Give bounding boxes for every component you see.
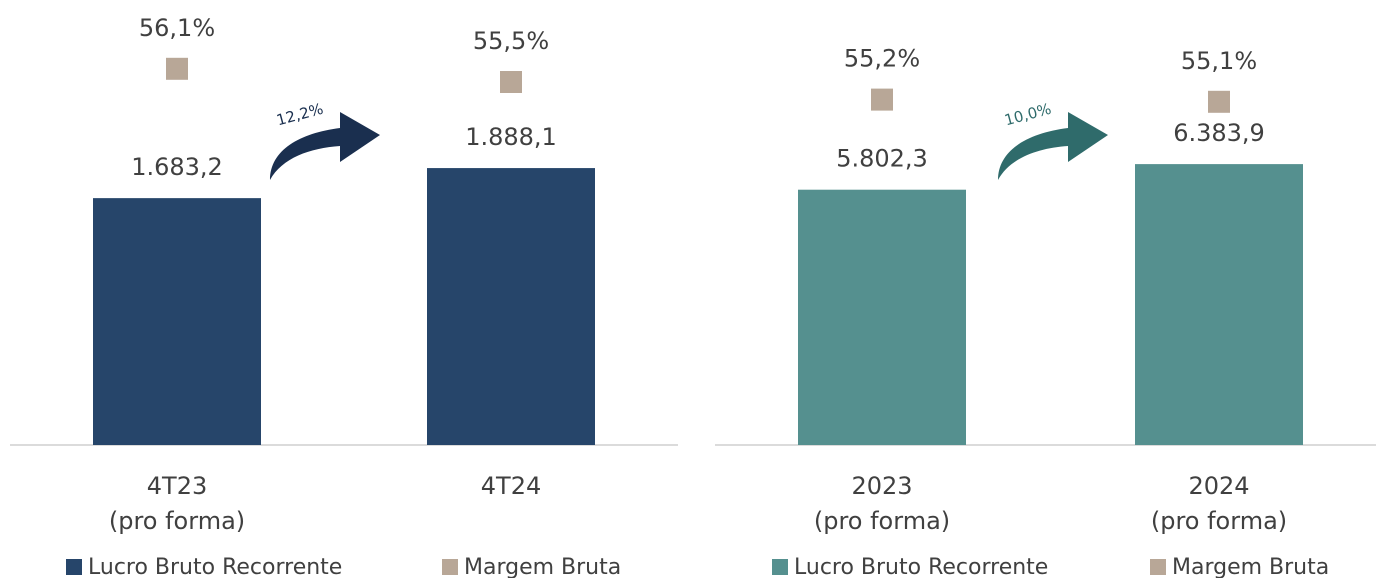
growth-arrow <box>998 112 1108 180</box>
marker <box>500 71 522 93</box>
legend-label: Lucro Bruto Recorrente <box>794 555 1048 578</box>
growth-label: 10,0% <box>1003 100 1054 130</box>
data-label: 6.383,9 <box>1173 119 1265 147</box>
x-tick-label: 2023 (pro forma) <box>814 472 950 535</box>
data-label: 55,1% <box>1181 47 1257 75</box>
legend-label: Margem Bruta <box>464 555 621 578</box>
legend-swatch <box>66 559 82 575</box>
x-tick-label: 2024 (pro forma) <box>1151 472 1287 535</box>
data-label: 5.802,3 <box>836 145 928 173</box>
legend-swatch <box>1150 559 1166 575</box>
data-label: 56,1% <box>139 14 215 42</box>
data-label: 1.888,1 <box>465 123 557 151</box>
marker <box>871 88 893 111</box>
legend-label: Margem Bruta <box>1172 555 1329 578</box>
bar <box>93 198 261 445</box>
data-label: 55,5% <box>473 27 549 55</box>
bar <box>427 168 595 445</box>
data-label: 55,2% <box>844 45 920 73</box>
legend-swatch <box>442 559 458 575</box>
growth-arrow <box>270 112 380 180</box>
bar <box>798 189 966 445</box>
legend-label: Lucro Bruto Recorrente <box>88 555 342 578</box>
growth-label: 12,2% <box>275 100 326 130</box>
legend-swatch <box>772 559 788 575</box>
x-tick-label: 4T23 (pro forma) <box>109 472 245 535</box>
x-tick-label: 4T24 <box>481 472 541 500</box>
bar <box>1135 164 1303 445</box>
marker <box>166 57 188 80</box>
marker <box>1208 90 1230 113</box>
data-label: 1.683,2 <box>131 153 223 181</box>
